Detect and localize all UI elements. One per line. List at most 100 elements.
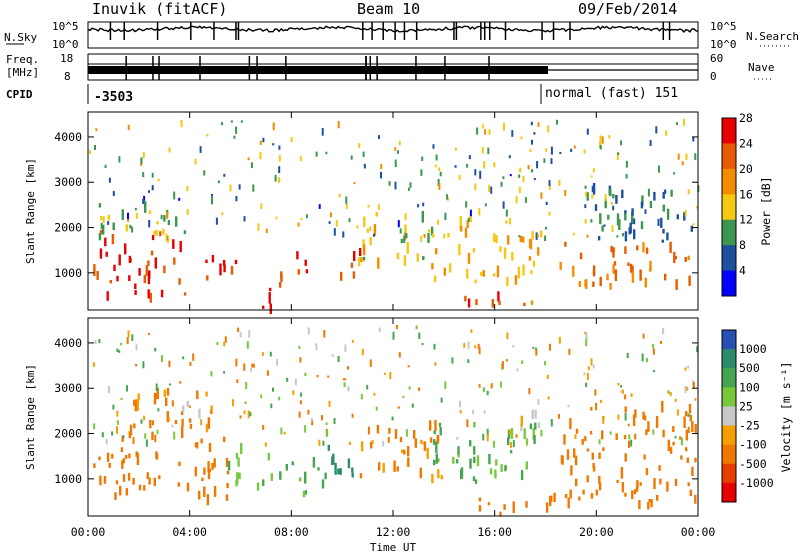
data-cell bbox=[659, 478, 662, 485]
data-cell bbox=[311, 420, 314, 426]
data-cell bbox=[550, 158, 553, 164]
data-cell bbox=[232, 399, 234, 407]
data-cell bbox=[328, 400, 331, 407]
data-cell bbox=[154, 257, 157, 269]
power-colorbar-tick: 4 bbox=[739, 264, 746, 278]
data-cell bbox=[503, 504, 506, 510]
data-cell bbox=[150, 250, 154, 256]
data-cell bbox=[194, 466, 197, 477]
data-cell bbox=[621, 189, 624, 199]
data-cell bbox=[524, 197, 527, 203]
data-cell bbox=[660, 217, 663, 228]
data-cell bbox=[304, 372, 307, 376]
data-cell bbox=[138, 268, 141, 276]
data-cell bbox=[590, 219, 593, 223]
nave-label: Nave bbox=[748, 61, 775, 74]
data-cell bbox=[135, 212, 138, 219]
data-cell bbox=[299, 357, 302, 363]
data-cell bbox=[162, 228, 165, 235]
data-cell bbox=[679, 436, 682, 440]
velocity-colorbar-swatch bbox=[722, 482, 736, 503]
data-cell bbox=[333, 418, 336, 424]
data-cell bbox=[142, 172, 145, 178]
data-cell bbox=[536, 234, 539, 238]
data-cell bbox=[137, 393, 140, 401]
data-cell bbox=[163, 389, 166, 397]
data-cell bbox=[125, 488, 128, 496]
data-cell bbox=[443, 267, 446, 276]
data-cell bbox=[534, 422, 537, 430]
data-cell bbox=[325, 422, 328, 425]
data-cell bbox=[131, 334, 134, 341]
data-cell bbox=[617, 383, 620, 386]
data-cell bbox=[486, 433, 489, 442]
cpid-value-1: -3503 bbox=[94, 90, 133, 105]
data-cell bbox=[658, 465, 661, 471]
data-cell bbox=[276, 359, 278, 366]
data-cell bbox=[499, 511, 502, 517]
data-cell bbox=[247, 157, 250, 161]
data-cell bbox=[151, 185, 154, 191]
y-tick-label: 4000 bbox=[54, 130, 82, 144]
data-cell bbox=[111, 431, 114, 436]
data-cell bbox=[423, 441, 426, 445]
data-cell bbox=[652, 370, 655, 373]
data-cell bbox=[641, 195, 644, 206]
data-cell bbox=[621, 482, 625, 493]
data-cell bbox=[144, 201, 147, 213]
data-cell bbox=[624, 231, 628, 242]
data-cell bbox=[521, 360, 524, 364]
data-cell bbox=[383, 372, 386, 375]
data-cell bbox=[181, 410, 184, 416]
data-cell bbox=[98, 456, 101, 461]
data-cell bbox=[510, 428, 514, 439]
data-cell bbox=[598, 452, 601, 460]
data-cell bbox=[134, 290, 137, 295]
data-cell bbox=[592, 281, 595, 287]
data-cell bbox=[285, 464, 288, 471]
data-cell bbox=[206, 133, 209, 137]
data-cell bbox=[550, 495, 553, 502]
data-cell bbox=[440, 397, 443, 403]
data-cell bbox=[234, 259, 238, 265]
data-cell bbox=[603, 224, 606, 227]
data-cell bbox=[478, 384, 481, 388]
data-cell bbox=[459, 216, 462, 228]
data-cell bbox=[507, 437, 510, 445]
data-cell bbox=[398, 352, 401, 358]
data-cell bbox=[664, 273, 667, 281]
data-cell bbox=[104, 164, 107, 168]
data-cell bbox=[225, 494, 229, 501]
data-cell bbox=[652, 429, 655, 435]
data-cell bbox=[500, 181, 503, 187]
data-cell bbox=[352, 271, 356, 279]
data-cell bbox=[599, 213, 602, 225]
data-cell bbox=[439, 427, 442, 436]
data-cell bbox=[667, 439, 670, 452]
data-cell bbox=[520, 415, 523, 427]
data-cell bbox=[530, 270, 533, 275]
data-cell bbox=[544, 235, 547, 241]
data-cell bbox=[624, 492, 627, 497]
data-cell bbox=[575, 478, 578, 487]
data-cell bbox=[136, 453, 140, 465]
data-cell bbox=[102, 216, 105, 223]
data-cell bbox=[183, 292, 187, 296]
data-cell bbox=[207, 417, 211, 429]
data-cell bbox=[684, 210, 687, 217]
data-cell bbox=[604, 194, 607, 202]
data-cell bbox=[140, 157, 143, 165]
data-cell bbox=[625, 173, 628, 179]
data-cell bbox=[335, 220, 338, 227]
data-cell bbox=[506, 332, 509, 340]
data-cell bbox=[616, 152, 619, 160]
velocity-colorbar-swatch bbox=[722, 463, 736, 484]
data-cell bbox=[280, 275, 283, 282]
data-cell bbox=[116, 410, 119, 417]
data-cell bbox=[148, 270, 151, 279]
data-cell bbox=[480, 271, 483, 277]
data-cell bbox=[269, 303, 272, 315]
data-cell bbox=[406, 242, 409, 254]
data-cell bbox=[135, 344, 138, 351]
data-cell bbox=[583, 149, 586, 154]
